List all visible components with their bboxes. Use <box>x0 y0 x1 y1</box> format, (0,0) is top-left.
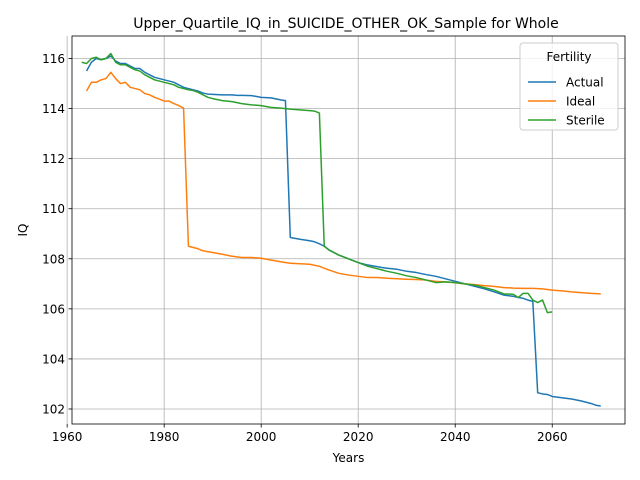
legend-label-actual: Actual <box>566 76 604 90</box>
axis-ticks: 1960 1980 2000 2020 2040 2060 102 104 106 108 110 1… <box>42 52 567 444</box>
legend-box <box>519 42 619 131</box>
y-tick-label: 108 <box>42 252 65 266</box>
plot-frame <box>71 35 626 425</box>
legend: Fertility Actual Ideal Sterile <box>519 42 619 131</box>
y-tick-label: 114 <box>42 102 65 116</box>
y-tick-label: 102 <box>42 402 65 416</box>
x-tick-label: 2000 <box>246 430 277 444</box>
x-tick-label: 2060 <box>537 430 568 444</box>
x-tick-label: 1960 <box>52 430 83 444</box>
y-tick-label: 104 <box>42 352 65 366</box>
legend-label-sterile: Sterile <box>566 114 605 128</box>
legend-label-ideal: Ideal <box>566 95 595 109</box>
chart-title: Upper_Quartile_IQ_in_SUICIDE_OTHER_OK_Sa… <box>133 16 559 32</box>
legend-entries: Actual Ideal Sterile <box>528 76 605 128</box>
y-tick-label: 110 <box>42 202 65 216</box>
series-line-sterile <box>81 52 553 314</box>
x-axis-label: Years <box>332 451 365 465</box>
y-tick-label: 106 <box>42 302 65 316</box>
y-tick-label: 116 <box>42 52 65 66</box>
x-tick-label: 2020 <box>343 430 374 444</box>
y-tick-label: 112 <box>42 152 65 166</box>
x-tick-label: 2040 <box>440 430 471 444</box>
series-line-ideal <box>85 71 601 295</box>
legend-title: Fertility <box>546 50 591 64</box>
x-tick-label: 1980 <box>149 430 180 444</box>
y-axis-label: IQ <box>16 224 30 237</box>
series-lines <box>81 52 601 407</box>
